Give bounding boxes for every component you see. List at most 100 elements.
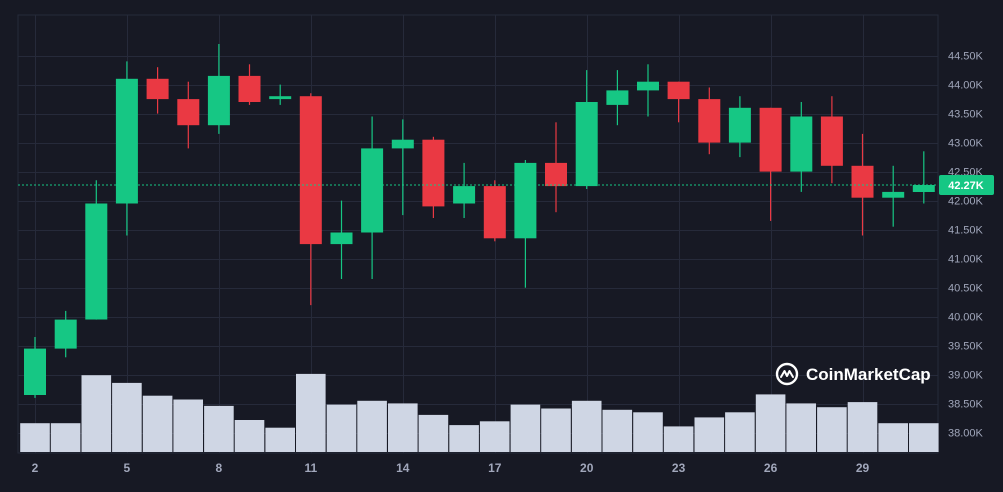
volume-bar <box>265 427 295 452</box>
volume-bar <box>418 414 449 452</box>
candle <box>391 119 414 216</box>
candle <box>759 107 782 221</box>
volume-bar <box>817 407 847 452</box>
y-tick-label: 41.00K <box>948 254 984 266</box>
candle <box>606 70 629 126</box>
volume-bar <box>50 423 81 452</box>
volume-bars <box>20 373 939 452</box>
candle <box>575 70 598 189</box>
y-tick-label: 43.50K <box>948 109 984 121</box>
volume-bar <box>479 421 510 452</box>
candle-body <box>207 75 230 126</box>
candle-body <box>575 102 598 187</box>
candle-body <box>514 162 537 239</box>
volume-bar <box>81 375 112 452</box>
x-tick-label: 23 <box>672 461 686 475</box>
candle-body <box>146 78 169 100</box>
candle <box>115 61 138 236</box>
volume-bar <box>388 403 418 452</box>
volume-bar <box>204 405 234 452</box>
coinmarketcap-logo-icon <box>775 362 799 386</box>
brand-name: CoinMarketCap <box>806 365 931 384</box>
candle <box>820 96 843 184</box>
current-price-tag: 42.27K <box>939 175 994 195</box>
volume-bar <box>602 409 633 452</box>
candle <box>453 162 476 218</box>
plot-frame <box>17 14 939 454</box>
candle-body <box>698 99 721 143</box>
candle-body <box>912 185 935 192</box>
x-tick-label: 14 <box>396 461 410 475</box>
current-price-label: 42.27K <box>948 180 984 192</box>
candles <box>24 44 935 398</box>
candle <box>912 151 935 204</box>
candle-body <box>269 96 292 100</box>
candle <box>269 84 292 105</box>
candle-body <box>483 186 506 239</box>
volume-bar <box>449 425 479 452</box>
candle-body <box>606 90 629 105</box>
volume-bar <box>142 395 173 452</box>
candle <box>514 160 537 288</box>
volume-bar <box>663 426 694 452</box>
candle-body <box>177 99 200 126</box>
volume-bar <box>541 408 571 452</box>
x-tick-label: 8 <box>216 461 223 475</box>
y-tick-label: 40.50K <box>948 283 984 295</box>
current-price-tag-bg <box>939 175 994 195</box>
candle <box>882 165 905 227</box>
candle <box>637 64 659 117</box>
volume-bar <box>20 423 50 452</box>
candle-body <box>637 81 659 91</box>
y-tick-label: 39.00K <box>948 370 984 382</box>
x-tick-label: 29 <box>856 461 870 475</box>
candle <box>483 180 506 242</box>
candle <box>361 116 384 279</box>
candle <box>422 136 445 218</box>
volume-bar <box>694 417 725 452</box>
x-tick-label: 11 <box>304 461 317 475</box>
candle <box>85 180 108 320</box>
y-tick-label: 43.00K <box>948 138 984 150</box>
y-tick-label: 44.00K <box>948 80 984 92</box>
volume-bar <box>326 404 357 452</box>
y-tick-label: 44.50K <box>948 51 984 63</box>
x-tick-label: 26 <box>764 461 778 475</box>
candle-body <box>545 162 567 187</box>
y-tick-label: 39.50K <box>948 341 984 353</box>
candle-body <box>790 116 813 172</box>
candle-body <box>882 191 905 198</box>
candle <box>330 200 353 279</box>
volume-bar <box>357 400 387 452</box>
candle <box>207 44 230 134</box>
candle <box>698 87 721 155</box>
x-tick-label: 17 <box>488 461 502 475</box>
volume-bar <box>112 382 142 452</box>
volume-bar <box>510 404 541 452</box>
candle <box>728 96 751 158</box>
candle-body <box>54 319 77 349</box>
candle <box>146 67 169 114</box>
candle <box>667 81 690 123</box>
x-tick-label: 20 <box>580 461 594 475</box>
volume-bar <box>173 399 203 452</box>
candle-body <box>453 186 476 204</box>
candle <box>54 310 77 358</box>
volume-bar <box>234 420 265 452</box>
candle-body <box>24 348 46 395</box>
candle-body <box>667 81 690 100</box>
y-axis: 38.00K 38.50K 39.00K 39.50K 40.00K 40.50K 41.0… <box>948 51 984 440</box>
y-tick-label: 40.00K <box>948 312 984 324</box>
volume-bar <box>725 412 755 452</box>
volume-bar <box>878 423 908 452</box>
candle-body <box>238 75 261 102</box>
volume-bar <box>633 412 663 452</box>
candle-body <box>422 139 445 207</box>
candle-body <box>728 107 751 143</box>
x-axis: 2 5 8 11 14 17 20 23 26 29 <box>32 461 870 475</box>
y-tick-label: 41.50K <box>948 225 984 237</box>
y-tick-label: 38.50K <box>948 399 984 411</box>
candle-body <box>115 78 138 204</box>
candle-body <box>759 107 782 172</box>
